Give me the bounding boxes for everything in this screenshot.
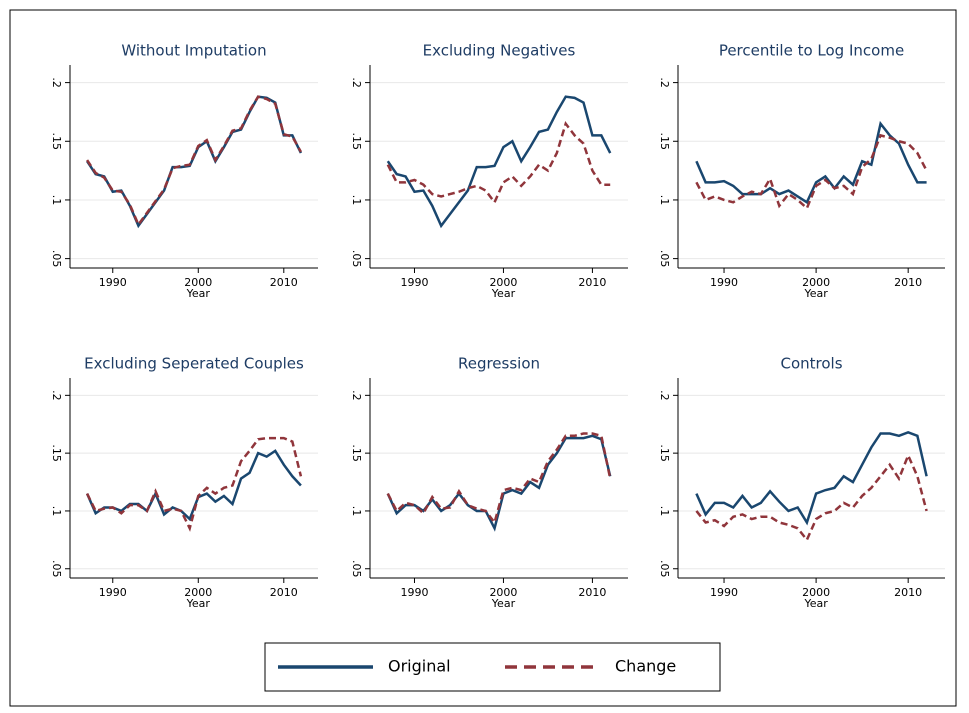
x-tick-label: 2000 (802, 276, 830, 289)
y-tick-label: .05 (658, 560, 671, 578)
y-tick-label: .15 (350, 444, 363, 462)
y-tick-label: .2 (658, 390, 671, 401)
series-line: Original (386, 95, 612, 229)
y-tick-label: .05 (350, 250, 363, 268)
series-line: Change (85, 436, 303, 532)
series-line: Original (695, 431, 928, 526)
x-tick-label: 1990 (710, 586, 738, 599)
y-tick-label: .15 (350, 133, 363, 151)
x-tick-label: 1990 (99, 276, 127, 289)
x-tick-label: 2000 (184, 586, 212, 599)
series-line: Change (695, 452, 928, 543)
x-axis-label: Year (803, 287, 828, 300)
x-axis-label: Year (491, 597, 516, 610)
legend-label: Original (388, 657, 451, 676)
figure-border (9, 9, 957, 707)
x-tick-label: 1990 (710, 276, 738, 289)
legend-label: Change (615, 657, 676, 676)
panel-title: Regression (458, 355, 540, 373)
x-tick-label: 2010 (578, 586, 606, 599)
x-axis-label: Year (491, 287, 516, 300)
panel-title: Without Imputation (121, 42, 266, 60)
y-tick-label: .2 (50, 77, 63, 88)
y-tick-label: .2 (658, 77, 671, 88)
y-tick-label: .1 (658, 506, 671, 517)
series-line: Change (695, 133, 928, 211)
x-tick-label: 1990 (400, 586, 428, 599)
panel-title: Excluding Seperated Couples (84, 355, 304, 373)
x-tick-label: 2010 (894, 276, 922, 289)
y-tick-label: .1 (350, 506, 363, 517)
x-tick-label: 2000 (489, 586, 517, 599)
y-tick-label: .15 (658, 444, 671, 462)
y-tick-label: .05 (658, 250, 671, 268)
series-line: Original (695, 120, 927, 205)
y-tick-label: .1 (658, 195, 671, 206)
y-tick-label: .1 (50, 195, 63, 206)
x-tick-label: 2000 (184, 276, 212, 289)
y-tick-label: .1 (350, 195, 363, 206)
y-tick-label: .15 (658, 133, 671, 151)
x-axis-label: Year (186, 287, 211, 300)
y-tick-label: .05 (50, 560, 63, 578)
y-tick-label: .15 (50, 133, 63, 151)
x-tick-label: 2010 (578, 276, 606, 289)
y-tick-label: .15 (50, 444, 63, 462)
y-tick-label: .2 (350, 390, 363, 401)
series-line: Change (386, 120, 611, 205)
y-tick-label: .2 (350, 77, 363, 88)
x-tick-label: 2000 (802, 586, 830, 599)
y-tick-label: .05 (50, 250, 63, 268)
panel-title: Controls (780, 355, 842, 373)
x-tick-label: 2010 (270, 276, 298, 289)
x-tick-label: 2010 (894, 586, 922, 599)
x-tick-label: 2000 (489, 276, 517, 289)
x-axis-label: Year (803, 597, 828, 610)
x-tick-label: 2010 (270, 586, 298, 599)
y-tick-label: .2 (50, 390, 63, 401)
series-line: Change (86, 95, 302, 228)
series-line: Change (386, 432, 612, 526)
y-tick-label: .05 (350, 560, 363, 578)
x-tick-label: 1990 (400, 276, 428, 289)
x-tick-label: 1990 (99, 586, 127, 599)
y-tick-label: .1 (50, 506, 63, 517)
x-axis-label: Year (186, 597, 211, 610)
panel-title: Excluding Negatives (423, 42, 576, 60)
panel-title: Percentile to Log Income (719, 42, 904, 60)
